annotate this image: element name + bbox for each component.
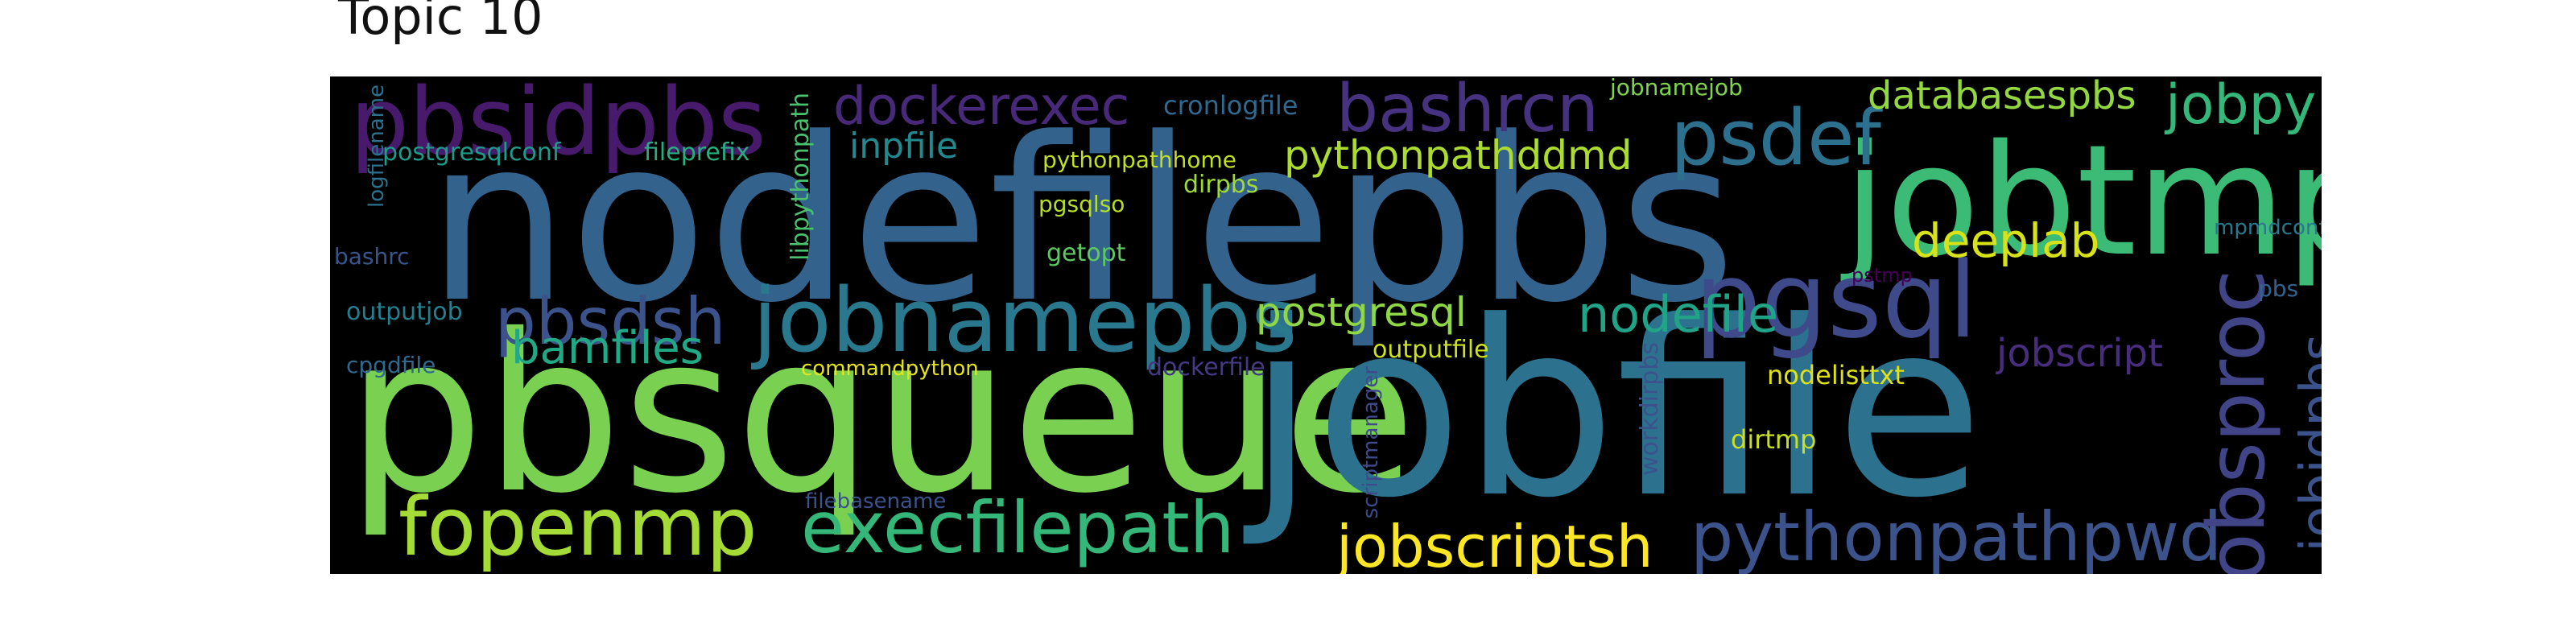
cloud-word: bamfiles	[511, 322, 704, 374]
cloud-word: dirtmp	[1731, 424, 1817, 455]
cloud-word: pstmp	[1852, 264, 1913, 287]
word-cloud: nodefilepbspbsqueuejobfilejobtmppbsidpbs…	[330, 76, 2322, 574]
cloud-word: bashrcn	[1336, 76, 1599, 147]
cloud-word: pythonpathddmd	[1284, 132, 1633, 179]
cloud-word: getopt	[1046, 239, 1126, 267]
cloud-word: nodefile	[1578, 285, 1779, 344]
cloud-word: filebasename	[805, 489, 947, 514]
cloud-word: jobscript	[1996, 331, 2163, 376]
cloud-word: psdef	[1670, 94, 1881, 183]
cloud-word: execfilepath	[801, 486, 1235, 569]
cloud-word: dirpbs	[1183, 171, 1259, 199]
cloud-word: libpythonpath	[786, 93, 815, 261]
cloud-word: databasespbs	[1868, 76, 2136, 118]
cloud-word: scriptmanager	[1359, 366, 1383, 519]
cloud-word: dockerfile	[1147, 353, 1265, 382]
cloud-word: pgsql	[1695, 239, 1978, 361]
cloud-word: jobidpbs	[2290, 334, 2322, 552]
cloud-word: logfilename	[365, 85, 389, 208]
cloud-word: jobnamejob	[1610, 76, 1743, 101]
cloud-word: pbsdsh	[495, 284, 726, 359]
cloud-word: mpmdconf	[2214, 216, 2322, 240]
cloud-word: commandpython	[801, 357, 979, 381]
cloud-word: jobpy	[2165, 76, 2317, 137]
cloud-word: jobnamepbs	[753, 269, 1298, 372]
cloud-word: jobsproc	[2191, 270, 2283, 574]
chart-title: Topic 10	[338, 0, 543, 46]
cloud-word: pbsidpbs	[350, 76, 766, 176]
cloud-word: pbsqueue	[346, 287, 1417, 541]
cloud-word: fopenmp	[398, 480, 758, 574]
cloud-word: nodelisttxt	[1767, 360, 1905, 390]
cloud-word: outputjob	[346, 298, 463, 326]
cloud-word: postgresqlconf	[382, 138, 561, 167]
cloud-word: fileprefix	[644, 138, 750, 167]
cloud-word: pythonpathhome	[1042, 147, 1236, 173]
cloud-word: cpgdfile	[346, 352, 436, 378]
cloud-word: outputfile	[1373, 336, 1489, 364]
cloud-word: jobscriptsh	[1336, 513, 1653, 574]
cloud-word: postgresql	[1256, 289, 1467, 336]
cloud-word: deeplab	[1912, 213, 2100, 268]
cloud-word: jobfile	[1248, 270, 1984, 551]
cloud-word: pythonpathpwd	[1690, 497, 2223, 574]
cloud-word: inpfile	[849, 126, 959, 167]
cloud-word: dockerexec	[833, 76, 1130, 137]
cloud-word: workdirpbs	[1636, 342, 1664, 477]
cloud-word: pgsqlso	[1038, 191, 1125, 217]
cloud-word: nodefilepbs	[427, 90, 1736, 353]
cloud-word: bashrc	[334, 243, 410, 270]
cloud-word: pbs	[2258, 275, 2299, 302]
cloud-word: cronlogfile	[1163, 90, 1298, 121]
